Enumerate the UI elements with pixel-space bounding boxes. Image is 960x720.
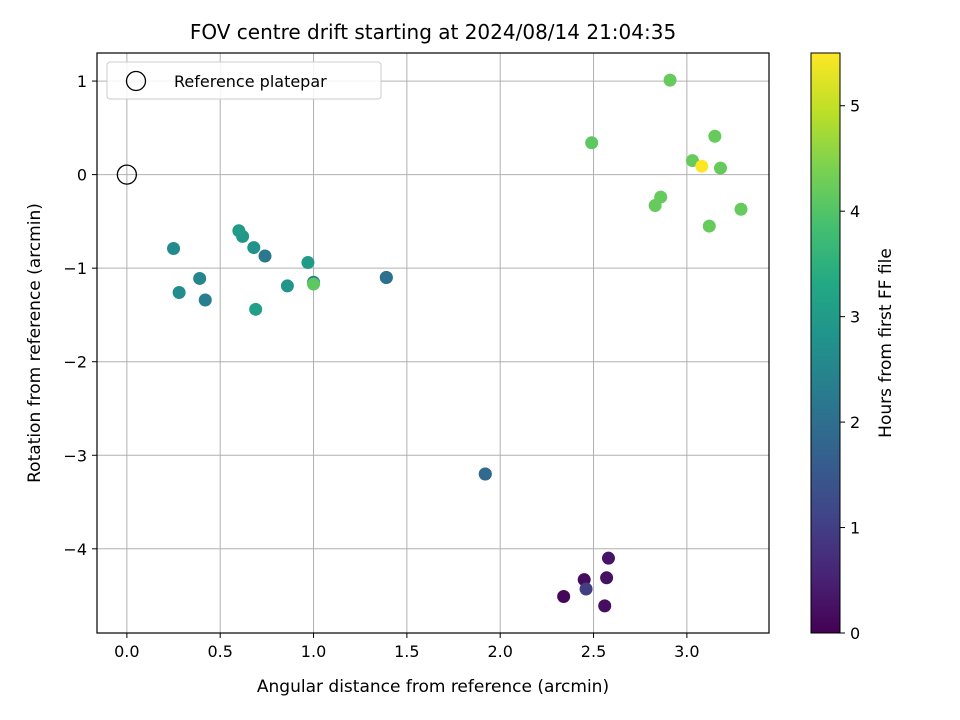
data-point [734, 202, 748, 216]
data-point [193, 271, 207, 285]
data-point [585, 136, 599, 150]
colorbar-ticks: 0 1 2 3 4 5 [840, 97, 860, 643]
data-point [247, 241, 261, 255]
data-point [713, 161, 727, 175]
x-tick-label: 3.0 [674, 642, 699, 661]
data-point [601, 551, 615, 565]
colorbar-tick-label: 1 [850, 519, 860, 538]
y-tick-label: −2 [63, 353, 87, 372]
grid-lines [97, 53, 769, 633]
x-tick-label: 2.0 [487, 642, 512, 661]
data-point [557, 590, 571, 604]
colorbar-tick-label: 5 [850, 97, 860, 116]
data-point [379, 271, 393, 285]
data-point [663, 73, 677, 87]
y-axis: 1 0 −1 −2 −3 −4 [63, 72, 97, 559]
data-point [249, 302, 263, 316]
colorbar-gradient [810, 52, 841, 634]
data-point [198, 293, 212, 307]
data-point [280, 279, 294, 293]
data-point [598, 599, 612, 613]
legend-label-reference: Reference platepar [174, 72, 327, 91]
data-point [307, 277, 321, 291]
legend-box [106, 61, 382, 100]
x-tick-label: 1.0 [301, 642, 326, 661]
data-point [600, 571, 614, 585]
plot-area [96, 52, 770, 634]
data-point [708, 129, 722, 143]
data-point [579, 582, 593, 596]
data-point [172, 285, 186, 299]
y-tick-label: −3 [63, 446, 87, 465]
data-point [301, 256, 315, 270]
data-point [167, 242, 181, 256]
y-axis-label: Rotation from reference (arcmin) [25, 203, 45, 483]
x-axis-label: Angular distance from reference (arcmin) [257, 677, 609, 697]
x-tick-label: 0.5 [207, 642, 232, 661]
colorbar-tick-label: 0 [850, 624, 860, 643]
chart-title: FOV centre drift starting at 2024/08/14 … [190, 20, 676, 44]
x-tick-label: 0.0 [114, 642, 139, 661]
reference-point-marker [116, 164, 138, 185]
data-point [478, 467, 492, 481]
colorbar-tick-label: 3 [850, 308, 860, 327]
colorbar-tick-label: 4 [850, 202, 860, 221]
data-point [648, 198, 662, 212]
colorbar-label: Hours from first FF file [876, 248, 896, 438]
data-points [116, 73, 748, 613]
data-point [702, 219, 716, 233]
legend: Reference platepar [106, 61, 382, 100]
y-tick-label: 0 [77, 166, 87, 185]
data-point [258, 249, 272, 263]
y-tick-label: −1 [63, 259, 87, 278]
x-tick-label: 1.5 [394, 642, 419, 661]
x-tick-label: 2.5 [581, 642, 606, 661]
data-point [232, 224, 246, 238]
y-tick-label: −4 [63, 540, 87, 559]
colorbar: 0 1 2 3 4 5 Hours from first FF file [810, 52, 896, 643]
data-point [695, 159, 709, 173]
x-axis: 0.0 0.5 1.0 1.5 2.0 2.5 3.0 [114, 633, 700, 661]
legend-marker-reference [125, 70, 147, 92]
colorbar-tick-label: 2 [850, 413, 860, 432]
data-point [685, 154, 699, 168]
y-tick-label: 1 [77, 72, 87, 91]
